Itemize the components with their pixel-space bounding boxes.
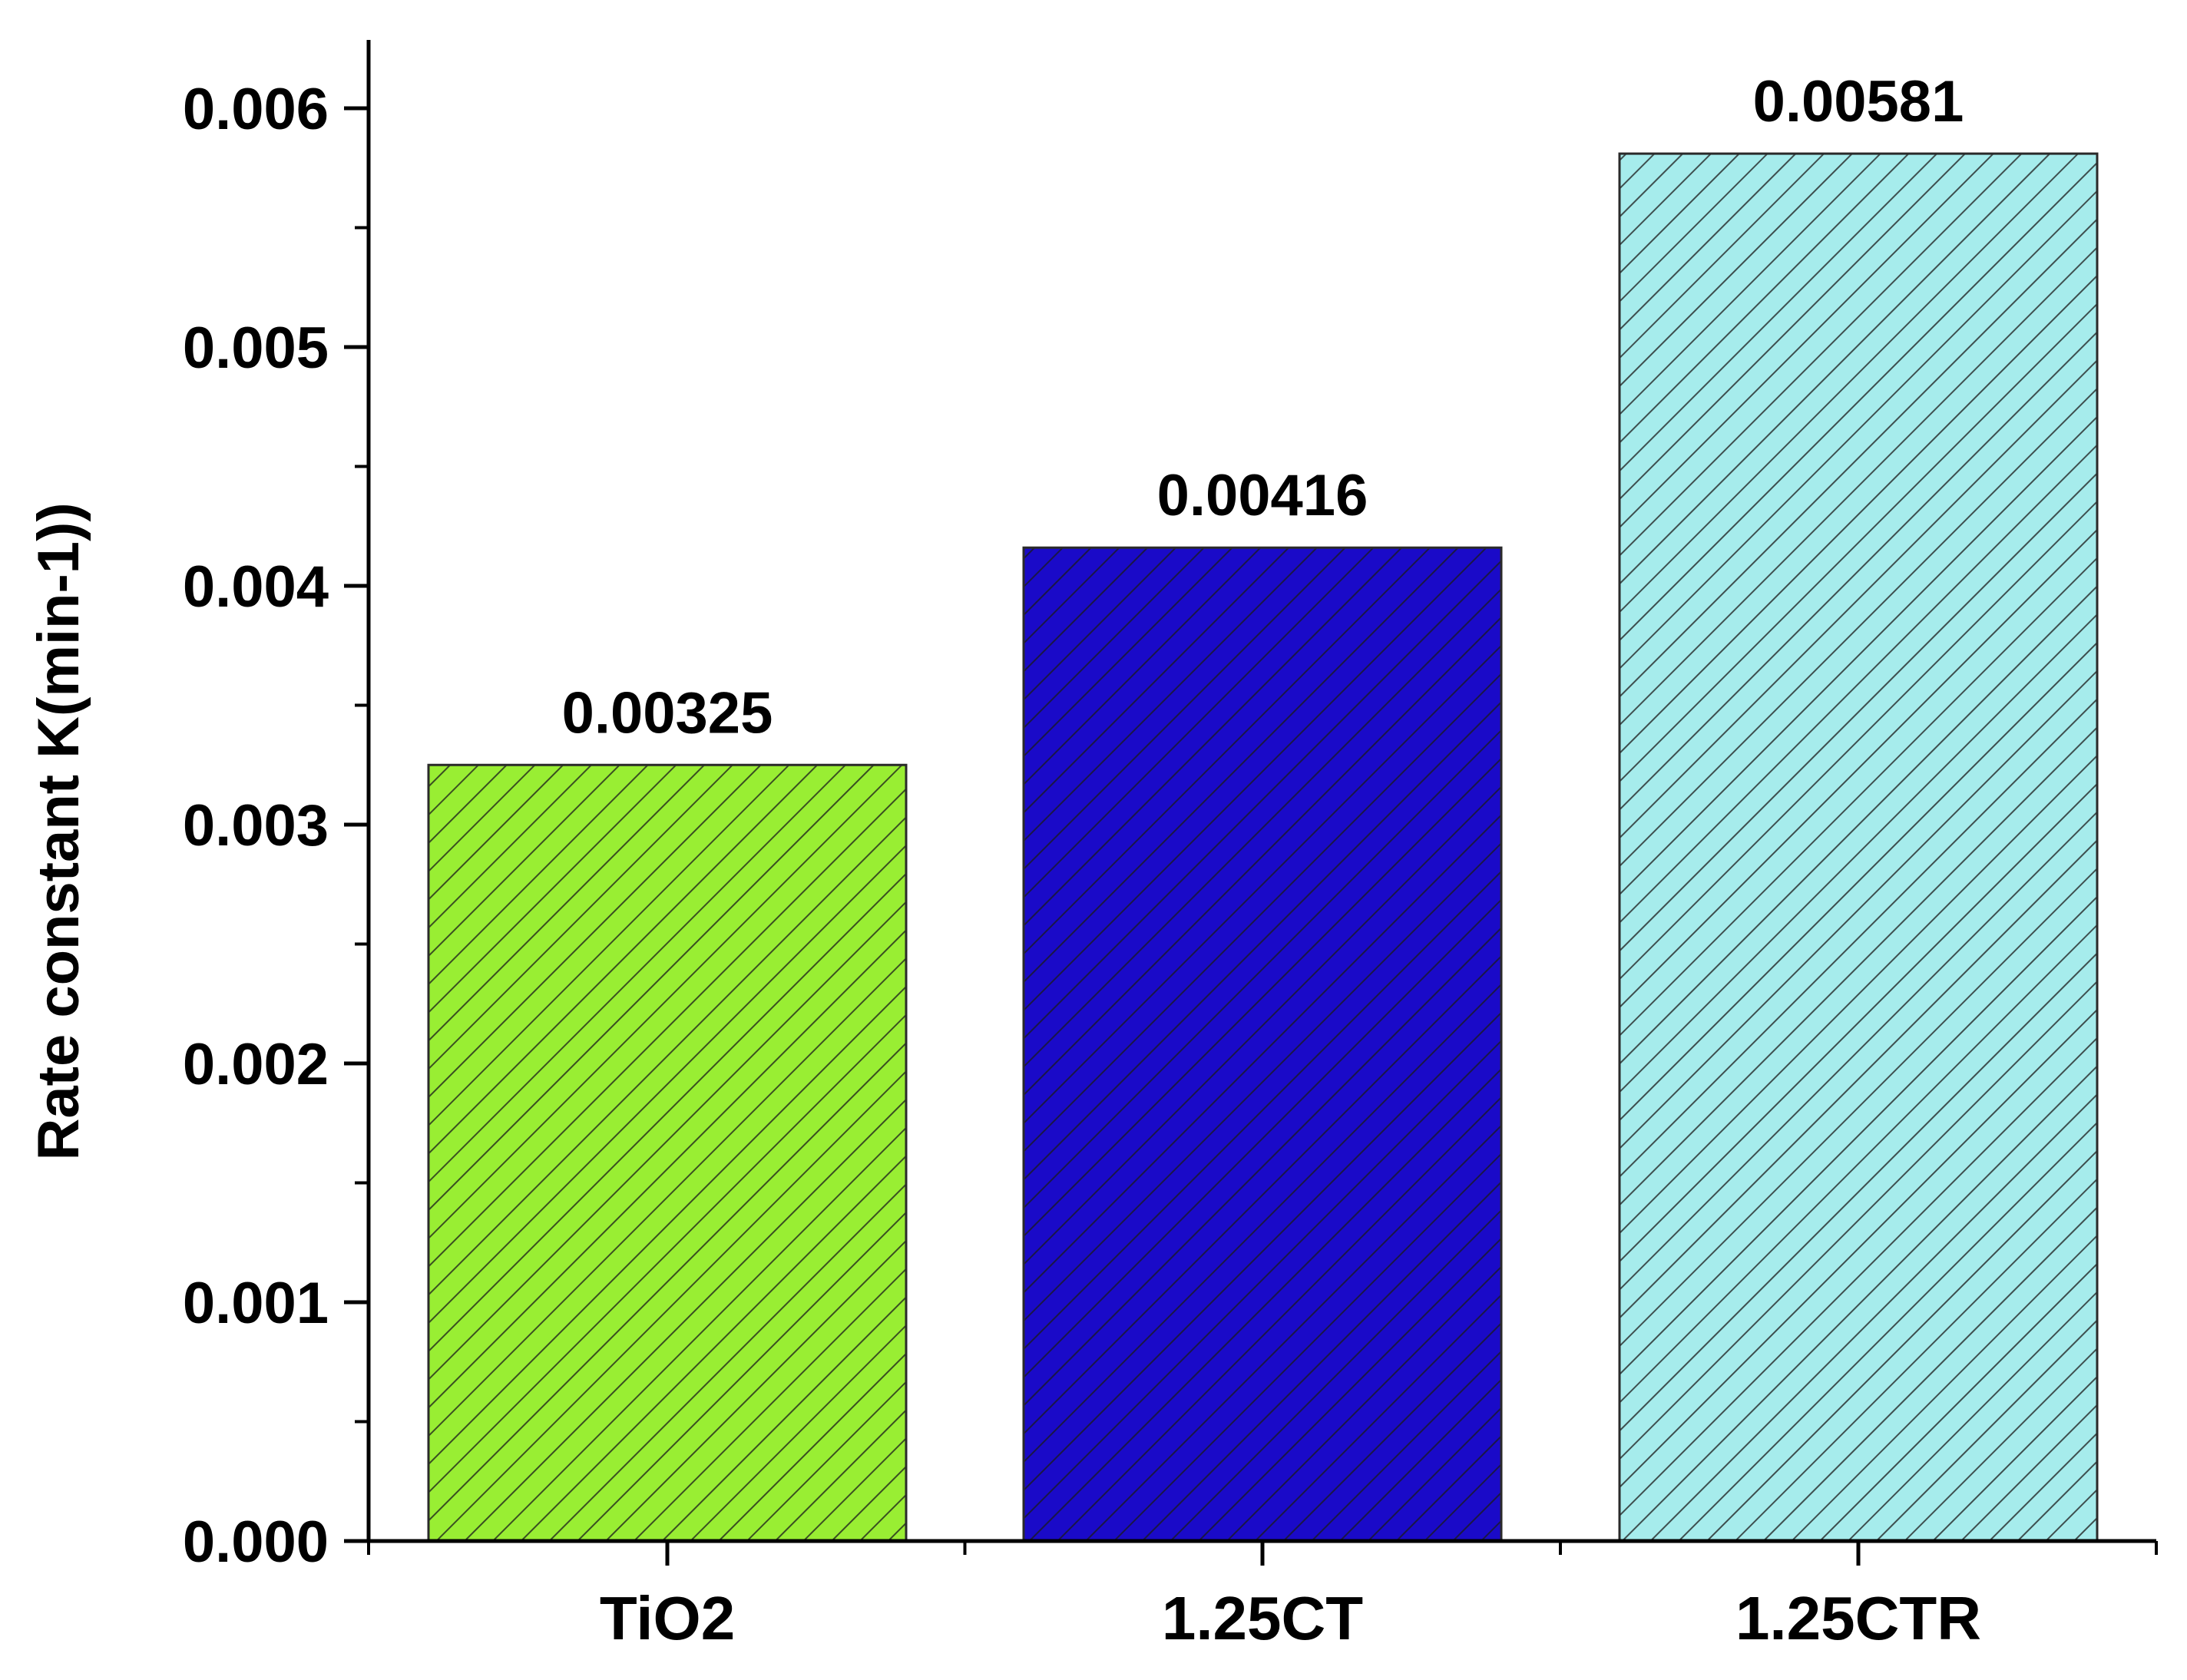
y-ticks-layer: 0.000 0.001 0.002 0.003 0.004 0.005 0.006 [183, 77, 369, 1575]
data-label-1-25ctr: 0.00581 [1753, 69, 1964, 134]
y-tick-label: 0.006 [183, 77, 329, 142]
y-tick-label: 0.004 [183, 554, 329, 620]
y-tick-label: 0.001 [183, 1271, 329, 1336]
y-axis-title: Rate constant K(min-1)) [26, 502, 91, 1160]
bar-1-25ctr [1618, 152, 2099, 1543]
y-tick-label: 0.005 [183, 316, 329, 381]
y-tick-label: 0.003 [183, 793, 329, 858]
data-label-1-25ct: 0.00416 [1157, 463, 1368, 528]
y-tick-label: 0.002 [183, 1032, 329, 1097]
x-tick-label-1-25ct: 1.25CT [1162, 1584, 1363, 1652]
bar-hatch [1618, 152, 2099, 1543]
bar-hatch [1022, 546, 1503, 1543]
bar-1-25ct [1022, 546, 1503, 1543]
bar-tio2 [427, 763, 908, 1543]
y-tick-label: 0.000 [183, 1510, 329, 1575]
x-tick-label-1-25ctr: 1.25CTR [1735, 1584, 1981, 1652]
x-tick-label-tio2: TiO2 [600, 1584, 735, 1652]
bars-layer [427, 152, 2099, 1543]
x-ticks-layer: TiO2 1.25CT 1.25CTR [367, 1541, 2158, 1652]
data-label-tio2: 0.00325 [562, 680, 773, 746]
data-labels-layer: 0.00325 0.00416 0.00581 [562, 69, 1964, 746]
bar-hatch [427, 763, 908, 1543]
